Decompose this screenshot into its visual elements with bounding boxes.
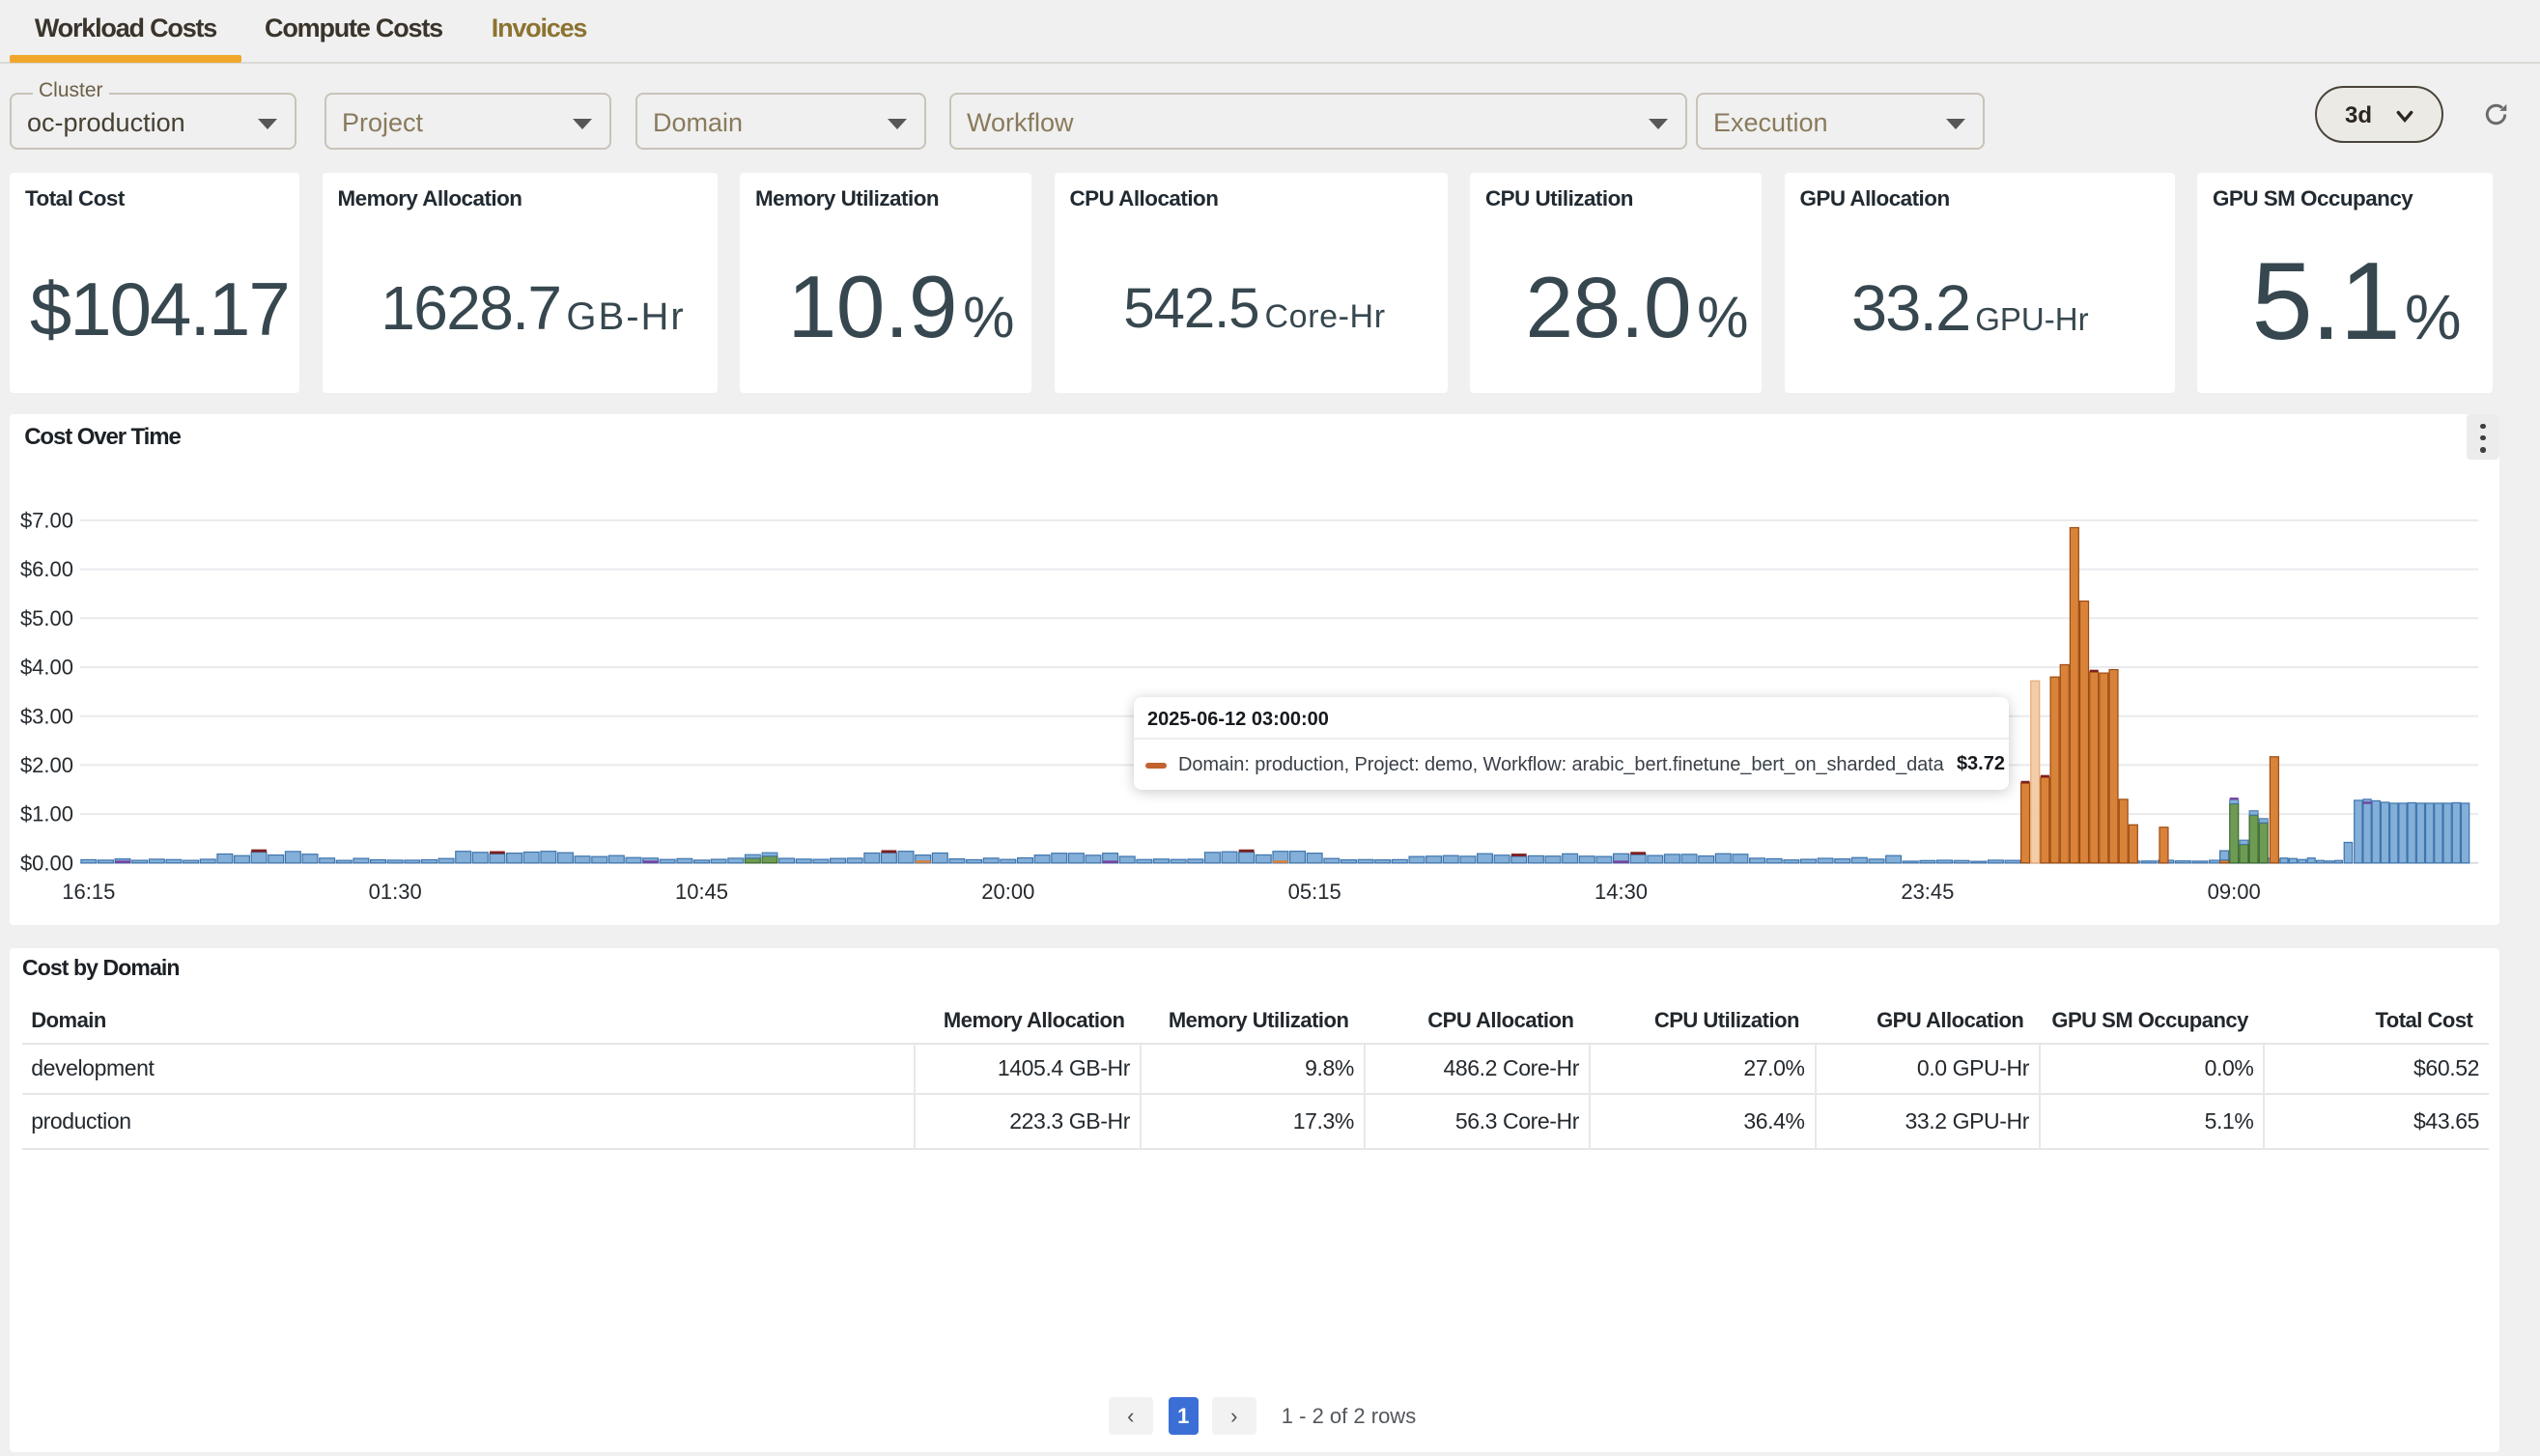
svg-text:$7.00: $7.00 [20, 509, 73, 533]
svg-text:20:00: 20:00 [981, 880, 1034, 904]
svg-text:09:00: 09:00 [2208, 880, 2261, 904]
svg-text:$2.00: $2.00 [20, 753, 73, 777]
svg-text:14:30: 14:30 [1595, 880, 1648, 904]
svg-text:01:30: 01:30 [369, 880, 422, 904]
svg-text:10:45: 10:45 [675, 880, 728, 904]
svg-text:$0.00: $0.00 [20, 851, 73, 875]
svg-text:16:15: 16:15 [62, 880, 115, 904]
svg-text:$3.00: $3.00 [20, 704, 73, 728]
svg-text:23:45: 23:45 [1901, 880, 1954, 904]
svg-text:05:15: 05:15 [1288, 880, 1341, 904]
svg-text:$1.00: $1.00 [20, 802, 73, 826]
svg-text:$5.00: $5.00 [20, 606, 73, 630]
svg-text:$6.00: $6.00 [20, 557, 73, 581]
svg-text:$4.00: $4.00 [20, 656, 73, 680]
